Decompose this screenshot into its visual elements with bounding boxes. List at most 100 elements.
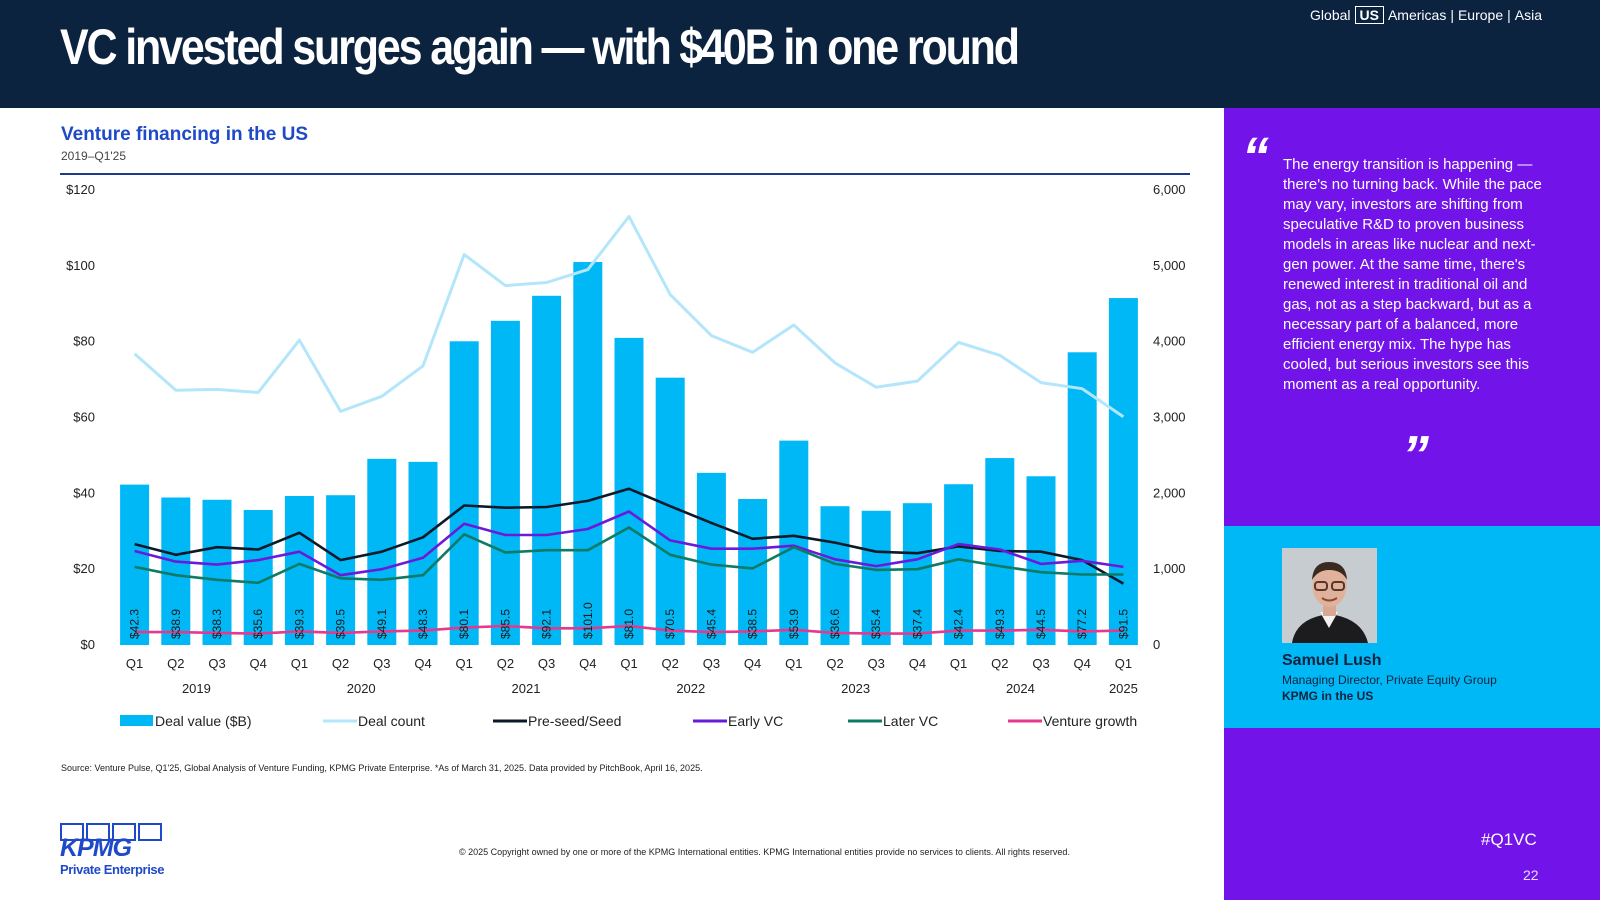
deal-value-bar [696,472,726,645]
deal-value-bar [202,499,232,645]
y-right-tick-label: 0 [1153,637,1160,652]
bar-value-label: $38.5 [746,609,760,639]
deal-value-bar [902,503,932,645]
deal-value-bar [161,497,191,645]
quote-text: The energy transition is happening — the… [1283,156,1542,393]
bar-value-label: $39.5 [334,609,348,639]
bar-value-label: $91.5 [1116,609,1130,639]
y-left-tick-label: $100 [66,258,95,273]
quote-panel [1224,108,1600,526]
bar-value-label: $49.3 [993,609,1007,639]
deal-value-bar [573,262,603,645]
chart-title: Venture financing in the US [61,124,309,145]
y-right-tick-label: 1,000 [1153,561,1186,576]
deal-value-bar [532,295,562,645]
footer-panel [1224,728,1600,900]
x-tick-label: Q3 [373,656,390,671]
x-tick-label: Q1 [1115,656,1132,671]
deal-value-bar [820,506,850,645]
legend-swatch [120,715,153,726]
logo-subtitle: Private Enterprise [60,862,165,877]
region-separator: | [1507,7,1511,23]
x-year-label: 2024 [1006,681,1035,696]
x-tick-label: Q1 [785,656,802,671]
x-year-label: 2022 [676,681,705,696]
x-year-label: 2023 [841,681,870,696]
bar-value-label: $80.1 [457,609,471,639]
page-title: VC invested surges again — with $40B in … [60,19,1020,75]
venture-financing-chart: $0 $20 $40 $60 $80 $100 $120 0 1,000 2,000 3,000 4,… [66,182,1186,729]
bar-value-label: $42.4 [952,609,966,639]
x-tick-label: Q2 [497,656,514,671]
region-link-americas[interactable]: Americas [1387,7,1447,23]
chart-subtitle: 2019–Q1'25 [61,149,127,163]
region-separator: | [1450,7,1454,23]
bar-value-label: $92.1 [540,609,554,639]
x-tick-label: Q3 [703,656,720,671]
bar-value-label: $53.9 [787,609,801,639]
x-tick-label: Q3 [1032,656,1049,671]
bar-value-label: $45.4 [704,609,718,639]
x-tick-label: Q4 [414,656,431,671]
region-nav: Global US Americas | Europe | Asia [1310,6,1542,24]
series-line-deal-count [133,215,1125,418]
deal-value-bar [738,499,768,645]
bar-value-label: $48.3 [416,609,430,639]
bar-value-label: $42.3 [128,609,142,639]
series-line-early-vc [134,510,1124,577]
deal-value-bar [284,495,314,645]
y-right-tick-label: 2,000 [1153,485,1186,500]
y-left-tick-label: $120 [66,182,95,197]
deal-value-bar [944,484,974,645]
person-info: Samuel Lush Managing Director, Private E… [1282,652,1497,703]
bar-value-label: $35.4 [869,609,883,639]
x-tick-label: Q1 [950,656,967,671]
bar-value-label: $77.2 [1075,609,1089,639]
x-tick-label: Q4 [250,656,267,671]
y-left-tick-label: $20 [73,561,95,576]
legend-label: Deal count [358,713,425,729]
bar-value-label: $49.1 [375,609,389,639]
region-link-global[interactable]: Global [1310,7,1351,23]
bar-value-label: $81.0 [622,609,636,639]
x-tick-label: Q4 [579,656,596,671]
legend-label: Venture growth [1043,713,1137,729]
x-tick-label: Q3 [538,656,555,671]
region-link-europe[interactable]: Europe [1457,7,1504,23]
hashtag: #Q1VC [1481,830,1537,849]
x-year-label: 2019 [182,681,211,696]
copyright-note: © 2025 Copyright owned by one or more of… [459,847,1070,857]
bar-value-label: $101.0 [581,602,595,639]
legend-label: Early VC [728,713,783,729]
series-line-later-vc [134,526,1124,585]
bar-value-label: $36.6 [828,609,842,639]
bar-value-label: $85.5 [498,609,512,639]
bar-value-label: $38.9 [169,609,183,639]
x-tick-label: Q1 [620,656,637,671]
x-tick-label: Q2 [991,656,1008,671]
x-tick-label: Q2 [167,656,184,671]
bar-value-label: $70.5 [663,609,677,639]
y-right-tick-label: 6,000 [1153,182,1186,197]
deal-value-bar [861,510,891,645]
x-tick-label: Q4 [1074,656,1091,671]
y-left-tick-label: $0 [81,637,95,652]
person-org: KPMG in the US [1282,689,1374,703]
x-tick-label: Q2 [662,656,679,671]
region-link-us[interactable]: US [1354,6,1384,24]
x-tick-label: Q4 [909,656,926,671]
x-year-label: 2025 [1109,681,1138,696]
y-left-tick-label: $40 [73,485,95,500]
x-year-label: 2021 [512,681,541,696]
avatar [1282,548,1377,643]
bar-value-label: $35.6 [251,609,265,639]
y-right-tick-label: 5,000 [1153,258,1186,273]
logo-boxes [60,823,164,841]
x-tick-label: Q1 [456,656,473,671]
person-name: Samuel Lush [1282,652,1382,669]
series-line-pre-seed-seed [134,487,1125,585]
region-link-asia[interactable]: Asia [1514,7,1542,23]
legend-label: Deal value ($B) [155,713,252,729]
x-tick-label: Q2 [826,656,843,671]
close-quote-icon: ” [1402,425,1429,485]
